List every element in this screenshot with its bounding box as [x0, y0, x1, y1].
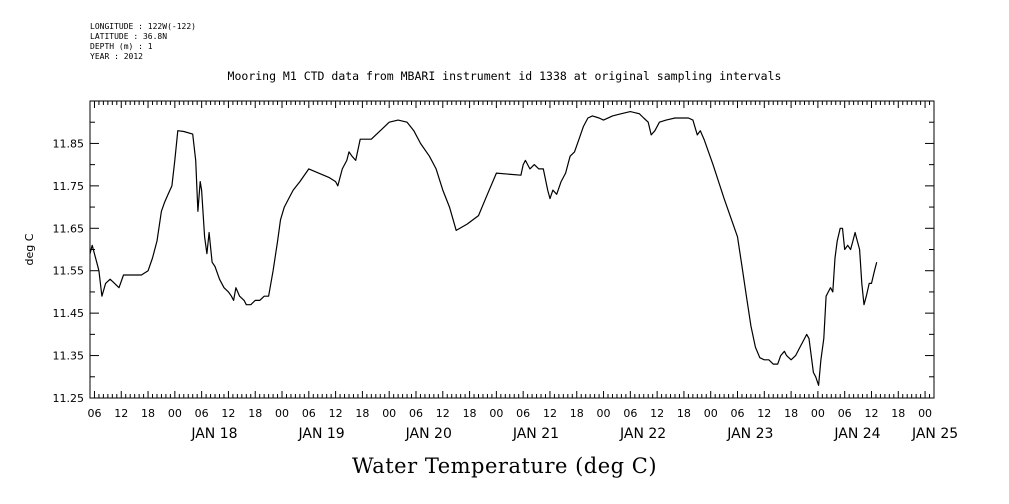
x-hour-label: 00	[918, 407, 932, 420]
x-hour-label: 00	[489, 407, 503, 420]
longitude-label: LONGITUDE : 122W(-122)	[90, 22, 196, 31]
x-hour-label: 00	[275, 407, 289, 420]
x-hour-label: 18	[891, 407, 905, 420]
x-hour-label: 06	[731, 407, 745, 420]
x-hour-label: 12	[543, 407, 557, 420]
x-hour-label: 18	[677, 407, 691, 420]
y-tick-label: 11.75	[53, 180, 85, 193]
x-hour-label: 00	[811, 407, 825, 420]
chart-main-label: Water Temperature (deg C)	[351, 454, 658, 478]
y-axis-label: deg C	[23, 233, 36, 265]
x-hour-label: 18	[784, 407, 798, 420]
x-hour-label: 06	[623, 407, 637, 420]
x-hour-label: 12	[650, 407, 664, 420]
x-hour-label: 00	[597, 407, 611, 420]
x-hour-label: 12	[864, 407, 878, 420]
y-tick-label: 11.35	[53, 350, 85, 363]
metadata-block: LONGITUDE : 122W(-122) LATITUDE : 36.8N …	[90, 22, 196, 62]
y-tick-label: 11.25	[53, 392, 85, 405]
x-hour-label: 06	[409, 407, 423, 420]
x-hour-label: 12	[221, 407, 235, 420]
temperature-series-line	[89, 111, 878, 386]
x-day-label: JAN 18	[190, 426, 237, 442]
x-day-label: JAN 24	[833, 426, 880, 442]
y-tick-label: 11.45	[53, 307, 85, 320]
y-tick-label: 11.55	[53, 265, 85, 278]
x-day-label: JAN 19	[298, 426, 345, 442]
depth-label: DEPTH (m) : 1	[90, 42, 153, 51]
x-hour-label: 06	[87, 407, 101, 420]
chart-title: Mooring M1 CTD data from MBARI instrumen…	[227, 69, 782, 83]
x-hour-label: 06	[838, 407, 852, 420]
x-hour-label: 00	[168, 407, 182, 420]
y-tick-label: 11.65	[53, 222, 85, 235]
latitude-label: LATITUDE : 36.8N	[90, 32, 168, 41]
x-hour-label: 18	[248, 407, 262, 420]
x-hour-label: 18	[355, 407, 369, 420]
x-hour-label: 06	[302, 407, 316, 420]
x-hour-label: 00	[382, 407, 396, 420]
x-hour-label: 12	[114, 407, 128, 420]
x-day-label: JAN 20	[405, 426, 452, 442]
x-day-label: JAN 22	[619, 426, 666, 442]
x-day-label: JAN 21	[512, 426, 559, 442]
x-hour-label: 12	[436, 407, 450, 420]
y-tick-label: 11.85	[53, 137, 85, 150]
x-hour-label: 18	[570, 407, 584, 420]
x-hour-label: 06	[516, 407, 530, 420]
x-hour-label: 12	[329, 407, 343, 420]
x-hour-label: 18	[463, 407, 477, 420]
x-day-label: JAN 25	[911, 426, 958, 442]
x-hour-label: 18	[141, 407, 155, 420]
x-hour-label: 00	[704, 407, 718, 420]
x-hour-label: 06	[195, 407, 209, 420]
x-day-label: JAN 23	[726, 426, 773, 442]
year-label: YEAR : 2012	[90, 52, 143, 61]
x-hour-label: 12	[757, 407, 771, 420]
plot-frame	[89, 100, 935, 399]
